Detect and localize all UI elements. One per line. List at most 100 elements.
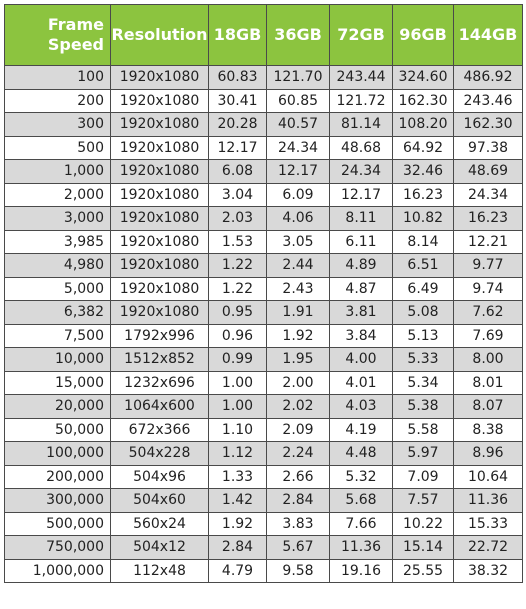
cell-36gb: 3.83 (266, 511, 330, 536)
cell-96gb: 10.82 (392, 206, 454, 231)
cell-144gb: 48.69 (453, 159, 523, 184)
cell-resolution: 1920x1080 (110, 135, 209, 160)
table-row: 10,000 1512x852 0.99 1.95 4.00 5.33 8.00 (4, 347, 523, 372)
cell-72gb: 243.44 (329, 65, 393, 90)
cell-frame-speed: 100 (4, 65, 111, 90)
header-96gb: 96GB (392, 4, 454, 66)
cell-144gb: 16.23 (453, 206, 523, 231)
cell-18gb: 1.12 (208, 441, 267, 466)
cell-resolution: 504x60 (110, 488, 209, 513)
cell-frame-speed: 50,000 (4, 417, 111, 442)
cell-72gb: 5.32 (329, 464, 393, 489)
cell-96gb: 6.51 (392, 253, 454, 278)
cell-72gb: 3.84 (329, 323, 393, 348)
header-72gb: 72GB (329, 4, 393, 66)
cell-resolution: 1920x1080 (110, 300, 209, 325)
cell-frame-speed: 500,000 (4, 511, 111, 536)
cell-72gb: 4.87 (329, 276, 393, 301)
cell-18gb: 3.04 (208, 182, 267, 207)
cell-resolution: 1512x852 (110, 347, 209, 372)
cell-frame-speed: 2,000 (4, 182, 111, 207)
cell-frame-speed: 4,980 (4, 253, 111, 278)
cell-frame-speed: 15,000 (4, 370, 111, 395)
cell-18gb: 0.96 (208, 323, 267, 348)
cell-96gb: 25.55 (392, 558, 454, 583)
cell-144gb: 97.38 (453, 135, 523, 160)
cell-frame-speed: 20,000 (4, 394, 111, 419)
cell-frame-speed: 7,500 (4, 323, 111, 348)
record-time-table-container: Frame Speed Resolution 18GB 36GB 72GB 96… (4, 4, 523, 583)
cell-frame-speed: 6,382 (4, 300, 111, 325)
header-frame-speed: Frame Speed (4, 4, 111, 66)
cell-frame-speed: 500 (4, 135, 111, 160)
cell-36gb: 60.85 (266, 88, 330, 113)
cell-18gb: 1.22 (208, 276, 267, 301)
cell-144gb: 243.46 (453, 88, 523, 113)
cell-72gb: 4.89 (329, 253, 393, 278)
cell-18gb: 1.22 (208, 253, 267, 278)
cell-36gb: 24.34 (266, 135, 330, 160)
cell-resolution: 1920x1080 (110, 159, 209, 184)
cell-96gb: 108.20 (392, 112, 454, 137)
cell-96gb: 10.22 (392, 511, 454, 536)
table-row: 500 1920x1080 12.17 24.34 48.68 64.92 97.38 (4, 135, 523, 160)
table-row: 200,000 504x96 1.33 2.66 5.32 7.09 10.64 (4, 464, 523, 489)
table-row: 2,000 1920x1080 3.04 6.09 12.17 16.23 24.34 (4, 182, 523, 207)
cell-36gb: 2.24 (266, 441, 330, 466)
cell-resolution: 1920x1080 (110, 112, 209, 137)
cell-72gb: 6.11 (329, 229, 393, 254)
cell-96gb: 7.57 (392, 488, 454, 513)
cell-96gb: 6.49 (392, 276, 454, 301)
cell-96gb: 32.46 (392, 159, 454, 184)
cell-frame-speed: 300,000 (4, 488, 111, 513)
cell-36gb: 2.84 (266, 488, 330, 513)
cell-resolution: 1920x1080 (110, 88, 209, 113)
cell-frame-speed: 3,000 (4, 206, 111, 231)
cell-resolution: 504x96 (110, 464, 209, 489)
cell-36gb: 6.09 (266, 182, 330, 207)
cell-72gb: 48.68 (329, 135, 393, 160)
cell-18gb: 6.08 (208, 159, 267, 184)
cell-resolution: 1232x696 (110, 370, 209, 395)
cell-72gb: 3.81 (329, 300, 393, 325)
cell-96gb: 8.14 (392, 229, 454, 254)
cell-36gb: 2.02 (266, 394, 330, 419)
cell-18gb: 20.28 (208, 112, 267, 137)
cell-resolution: 1920x1080 (110, 253, 209, 278)
cell-resolution: 1792x996 (110, 323, 209, 348)
header-resolution: Resolution (110, 4, 209, 66)
cell-72gb: 12.17 (329, 182, 393, 207)
table-row: 5,000 1920x1080 1.22 2.43 4.87 6.49 9.74 (4, 276, 523, 301)
cell-36gb: 40.57 (266, 112, 330, 137)
cell-36gb: 12.17 (266, 159, 330, 184)
cell-frame-speed: 200,000 (4, 464, 111, 489)
record-time-table: Frame Speed Resolution 18GB 36GB 72GB 96… (4, 4, 523, 583)
cell-96gb: 15.14 (392, 535, 454, 560)
cell-18gb: 2.84 (208, 535, 267, 560)
cell-18gb: 0.95 (208, 300, 267, 325)
cell-36gb: 2.44 (266, 253, 330, 278)
table-row: 7,500 1792x996 0.96 1.92 3.84 5.13 7.69 (4, 323, 523, 348)
cell-36gb: 2.66 (266, 464, 330, 489)
cell-144gb: 8.00 (453, 347, 523, 372)
table-row: 3,985 1920x1080 1.53 3.05 6.11 8.14 12.21 (4, 229, 523, 254)
cell-96gb: 324.60 (392, 65, 454, 90)
table-row: 50,000 672x366 1.10 2.09 4.19 5.58 8.38 (4, 417, 523, 442)
table-row: 1,000,000 112x48 4.79 9.58 19.16 25.55 38.32 (4, 558, 523, 583)
cell-18gb: 0.99 (208, 347, 267, 372)
cell-frame-speed: 100,000 (4, 441, 111, 466)
cell-frame-speed: 750,000 (4, 535, 111, 560)
cell-36gb: 121.70 (266, 65, 330, 90)
header-frame-speed-line1: Frame (47, 15, 104, 34)
cell-96gb: 5.13 (392, 323, 454, 348)
cell-96gb: 7.09 (392, 464, 454, 489)
cell-36gb: 1.95 (266, 347, 330, 372)
cell-72gb: 4.00 (329, 347, 393, 372)
cell-resolution: 1920x1080 (110, 276, 209, 301)
cell-36gb: 4.06 (266, 206, 330, 231)
cell-72gb: 11.36 (329, 535, 393, 560)
cell-36gb: 1.92 (266, 323, 330, 348)
header-144gb: 144GB (453, 4, 523, 66)
cell-72gb: 4.19 (329, 417, 393, 442)
cell-96gb: 162.30 (392, 88, 454, 113)
